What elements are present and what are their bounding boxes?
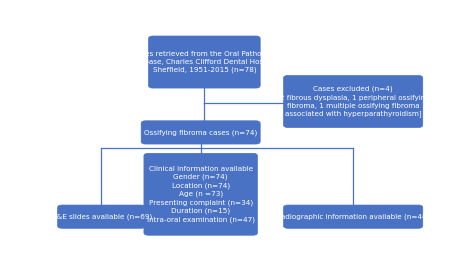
FancyBboxPatch shape	[148, 36, 260, 88]
FancyBboxPatch shape	[141, 121, 260, 144]
FancyBboxPatch shape	[283, 205, 423, 228]
FancyBboxPatch shape	[144, 153, 257, 235]
Text: Clinical information available
Gender (n=74)
Location (n=74)
Age (n =73)
Present: Clinical information available Gender (n…	[146, 166, 255, 223]
FancyBboxPatch shape	[58, 205, 146, 228]
Text: Cases excluded (n=4)
[2 fibrous dysplasia, 1 peripheral ossifying
fibroma, 1 mul: Cases excluded (n=4) [2 fibrous dysplasi…	[277, 86, 429, 117]
Text: Ossifying fibroma cases (n=74): Ossifying fibroma cases (n=74)	[144, 129, 257, 136]
Text: Cases retrieved from the Oral Pathology
database, Charles Clifford Dental Hospit: Cases retrieved from the Oral Pathology …	[128, 51, 281, 73]
Text: Radiographic information available (n=46): Radiographic information available (n=46…	[276, 213, 430, 220]
FancyBboxPatch shape	[283, 75, 423, 127]
Text: H&E slides available (n=69): H&E slides available (n=69)	[51, 213, 152, 220]
